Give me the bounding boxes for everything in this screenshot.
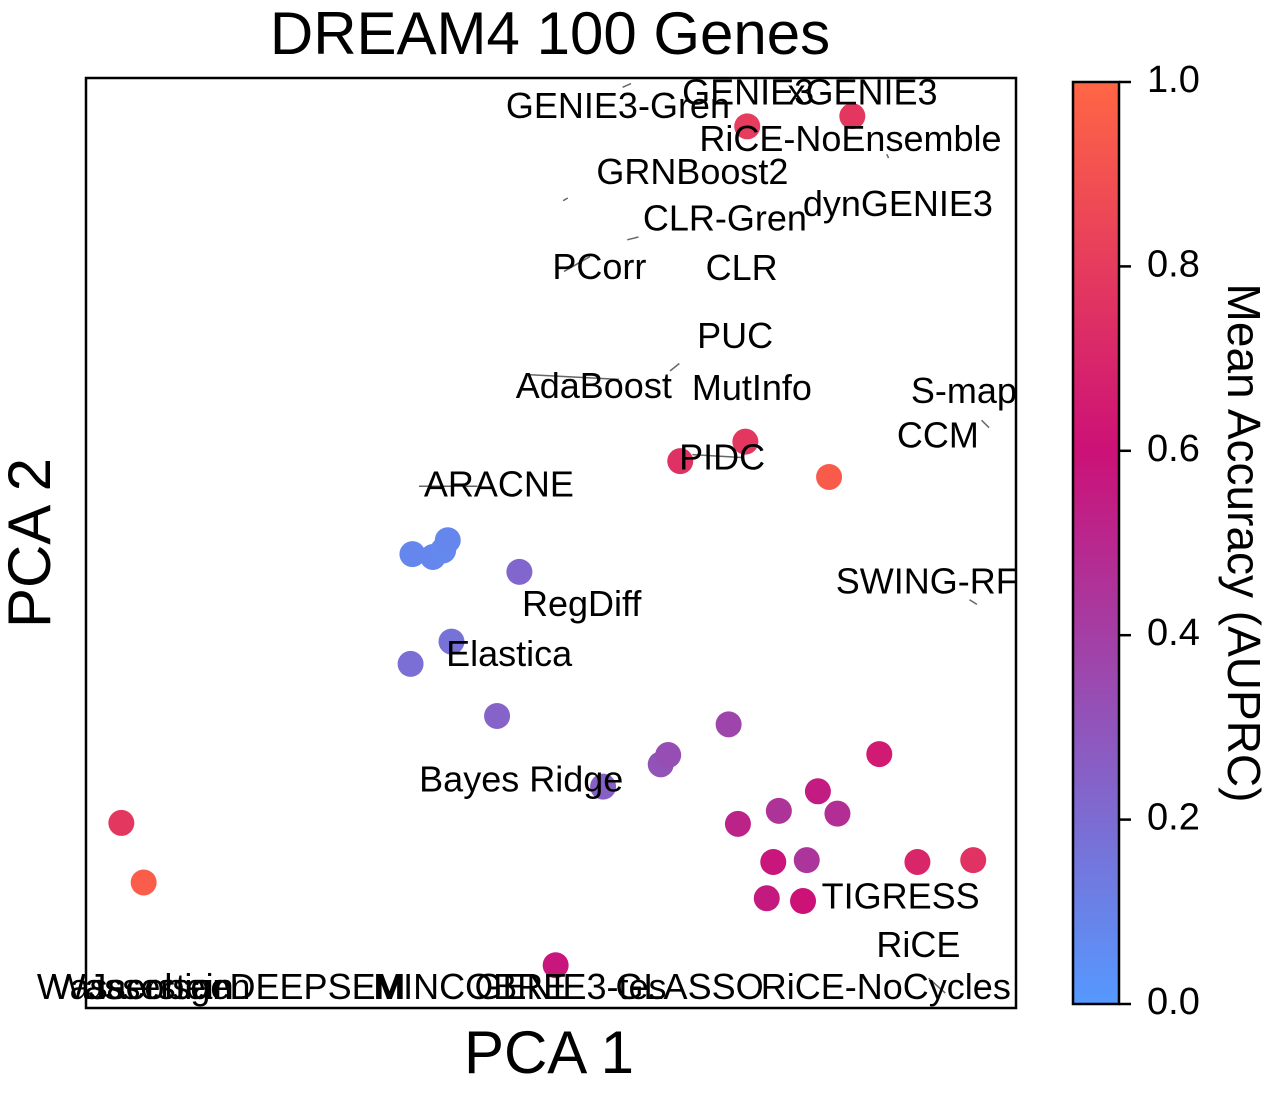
data-point <box>804 778 831 805</box>
point-label: GENIE3-Gren <box>506 85 730 126</box>
point-label: DEEPSEM <box>230 966 406 1007</box>
point-label: RiCE-NoCycles <box>761 966 1011 1007</box>
leader-line <box>969 599 978 606</box>
data-point <box>816 463 843 490</box>
point-label: RiCE <box>876 924 960 965</box>
data-point <box>397 650 424 677</box>
point-label: PUC <box>697 315 773 356</box>
y-axis-label: PCA 2 <box>0 458 63 628</box>
colorbar-tick-label: 0.8 <box>1147 243 1200 285</box>
colorbar-ticks: 0.0 0.2 0.4 0.6 0.8 1.0 <box>1119 59 1200 1023</box>
data-point <box>484 702 511 729</box>
colorbar-tick-label: 0.6 <box>1147 428 1200 470</box>
data-point <box>399 541 426 568</box>
data-point <box>655 742 682 769</box>
leader-line <box>527 373 619 381</box>
data-point <box>130 869 157 896</box>
data-point <box>715 711 742 738</box>
point-label: S-map <box>911 370 1017 411</box>
data-point <box>506 558 533 585</box>
leader-line <box>562 197 569 202</box>
colorbar-tick-label: 0.4 <box>1147 612 1200 654</box>
data-point <box>904 848 931 875</box>
data-point <box>960 847 987 874</box>
data-point <box>790 888 817 915</box>
point-label: CLR <box>706 247 778 288</box>
point-label: AdaBoost <box>516 365 672 406</box>
point-label: CLR-Gren <box>643 198 807 239</box>
data-point <box>753 885 780 912</box>
point-label: dynGENIE3 <box>803 183 993 224</box>
point-label: Wasserstein <box>37 966 234 1007</box>
leader-line <box>627 236 639 241</box>
point-label: RiCE-NoEnsemble <box>699 118 1001 159</box>
point-label: ARACNE <box>424 464 574 505</box>
leader-line <box>622 82 632 88</box>
plot-area: GENIE3-GrenGENIE3xGENIE3RiCE-NoEnsembleG… <box>37 71 1018 1010</box>
leader-lines <box>418 82 990 994</box>
data-point <box>866 741 893 768</box>
data-point <box>839 103 866 130</box>
plot-frame <box>84 76 1018 1010</box>
chart-title: DREAM4 100 Genes <box>270 0 830 67</box>
point-label: PCorr <box>552 246 646 287</box>
point-label: PIDC <box>679 437 765 478</box>
x-axis-label: PCA 1 <box>464 1019 634 1086</box>
point-labels: GENIE3-GrenGENIE3xGENIE3RiCE-NoEnsembleG… <box>37 71 1018 1007</box>
data-point <box>760 848 787 875</box>
point-label: RegDiff <box>522 583 642 624</box>
point-label: MutInfo <box>692 367 812 408</box>
data-point <box>724 810 751 837</box>
colorbar: 0.0 0.2 0.4 0.6 0.8 1.0 Mean Accuracy (AUPRC) <box>1071 59 1270 1023</box>
point-label: Elastica <box>446 633 573 674</box>
leader-line <box>981 419 990 429</box>
leader-line <box>563 255 591 273</box>
data-point <box>434 527 461 554</box>
data-point <box>734 113 761 140</box>
point-label: GENIE3-tes <box>474 966 666 1007</box>
data-point <box>667 448 694 475</box>
colorbar-tick-label: 1.0 <box>1147 59 1200 101</box>
data-point <box>793 847 820 874</box>
point-label: SWING-RF <box>836 560 1018 601</box>
data-points <box>108 103 987 979</box>
point-label: MINCOBRE <box>373 966 567 1007</box>
point-label: Bayes Ridge <box>419 759 623 800</box>
data-point <box>108 809 135 836</box>
point-label: GRNBoost2 <box>596 151 788 192</box>
point-label: TIGRESS <box>822 876 980 917</box>
data-point <box>824 800 851 827</box>
point-label: CCM <box>897 414 979 455</box>
data-point <box>732 428 759 455</box>
colorbar-tick-label: 0.0 <box>1147 981 1200 1023</box>
point-label: Jacobian <box>88 966 232 1007</box>
data-point <box>765 797 792 824</box>
colorbar-frame <box>1071 80 1121 1006</box>
leader-line <box>692 453 742 459</box>
leader-line <box>928 977 946 994</box>
colorbar-label: Mean Accuracy (AUPRC) <box>1218 284 1270 803</box>
point-label: GLASSO <box>616 966 764 1007</box>
colorbar-tick-label: 0.2 <box>1147 797 1200 839</box>
colorbar-gradient <box>1073 82 1119 1004</box>
leader-line <box>669 362 680 372</box>
data-point <box>590 773 617 800</box>
data-point <box>438 628 465 655</box>
data-point <box>542 952 569 979</box>
leader-line <box>886 153 890 159</box>
